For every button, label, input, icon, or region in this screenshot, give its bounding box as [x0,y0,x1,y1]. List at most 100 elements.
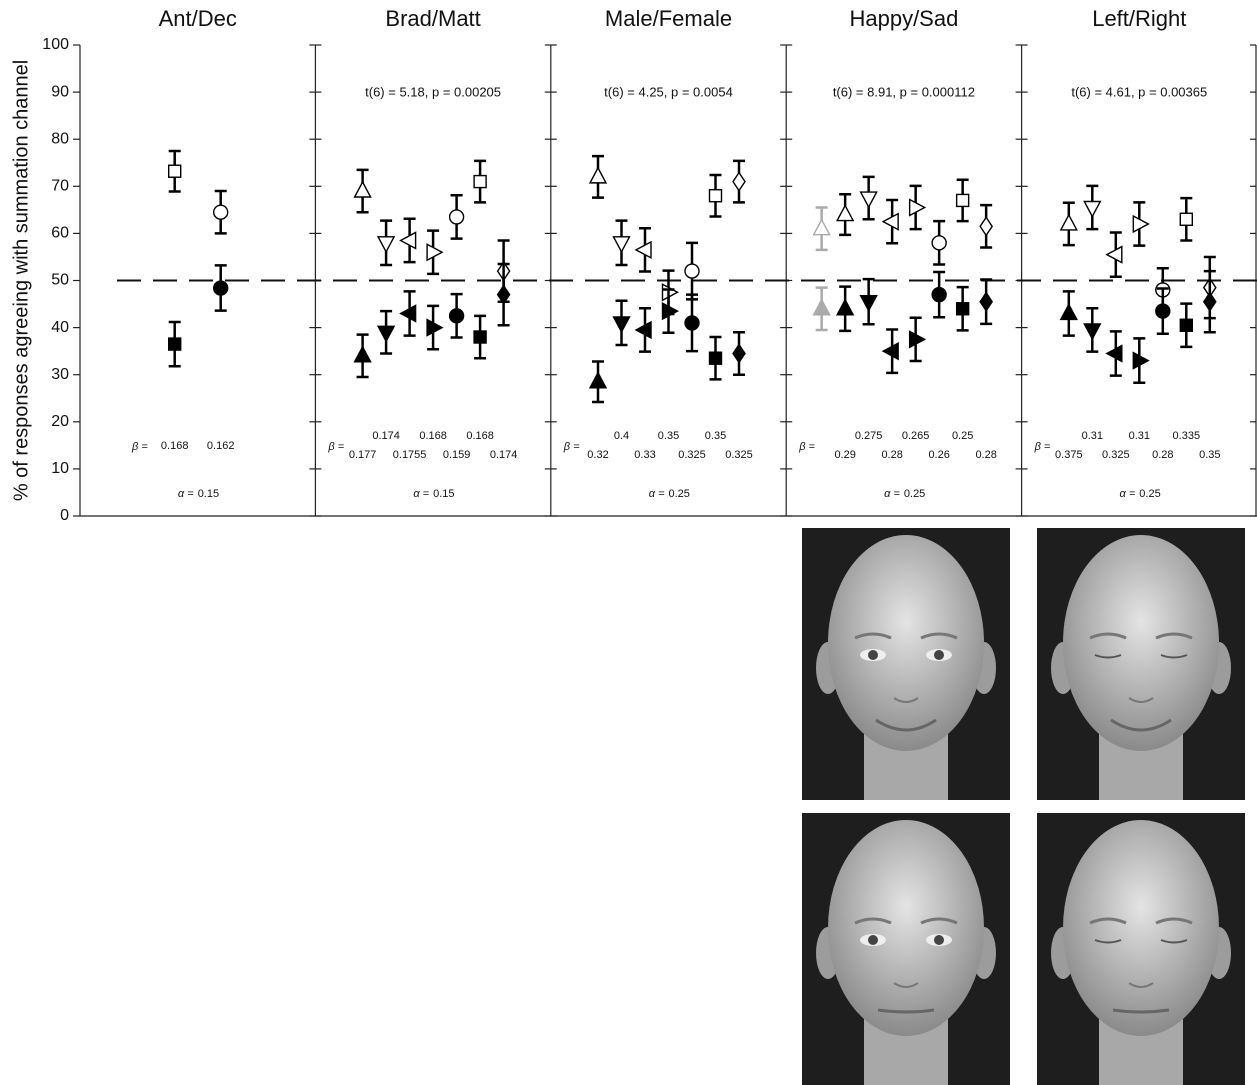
marker [663,303,678,319]
alpha-label: α = [413,488,429,500]
marker [733,173,745,191]
marker [1204,293,1216,311]
beta-value: 0.325 [1102,449,1130,461]
beta-value: 0.177 [349,449,377,461]
panel-title: Male/Female [605,6,732,31]
alpha-value: 0.25 [1139,488,1160,500]
beta-value: 0.35 [658,430,679,442]
test-statistic: t(6) = 4.25, p = 0.0054 [604,84,733,99]
marker [614,317,630,332]
face-image [802,528,1010,800]
beta-value: 0.325 [678,449,706,461]
beta-value: 0.4 [614,430,629,442]
beta-value: 0.31 [1082,430,1103,442]
marker [474,176,486,188]
marker [861,296,877,311]
beta-value: 0.35 [1199,449,1220,461]
y-tick-label: 50 [51,272,69,289]
panel-title: Happy/Sad [849,6,958,31]
y-tick-label: 100 [42,36,69,53]
marker [910,199,925,215]
marker [837,206,853,221]
beta-value: 0.335 [1173,430,1201,442]
marker [663,284,678,300]
marker [837,300,853,315]
beta-value: 0.168 [161,440,189,452]
marker [355,182,371,197]
beta-value: 0.31 [1129,430,1150,442]
beta-value: 0.28 [1152,449,1173,461]
panel-title: Left/Right [1092,6,1186,31]
beta-value: 0.28 [975,449,996,461]
face-image [1037,528,1245,800]
beta-value: 0.28 [881,449,902,461]
face-head [828,535,984,751]
marker [169,165,181,177]
marker [1133,216,1148,232]
face-iris [868,650,878,660]
beta-value: 0.32 [587,449,608,461]
marker [1061,304,1077,319]
beta-value: 0.168 [419,430,447,442]
marker [614,237,630,252]
marker [980,217,992,235]
beta-value: 0.325 [725,449,753,461]
marker [980,293,992,311]
marker [636,322,651,338]
beta-value: 0.174 [490,449,518,461]
marker [883,214,898,230]
y-tick-label: 70 [51,178,69,195]
marker [685,264,699,278]
marker [1180,213,1192,225]
marker [910,331,925,347]
marker [590,168,606,183]
marker [814,220,830,235]
marker [636,242,651,258]
face-head [1063,820,1219,1036]
marker [427,244,442,260]
marker [401,305,416,321]
marker [710,352,722,364]
beta-value: 0.35 [705,430,726,442]
marker [814,300,830,315]
marker [169,338,181,350]
marker [733,345,745,363]
figure: % of responses agreeing with summation c… [0,0,1257,1085]
test-statistic: t(6) = 4.61, p = 0.00365 [1071,84,1207,99]
y-tick-label: 10 [51,460,69,477]
face-image [1037,813,1245,1085]
test-statistic: t(6) = 5.18, p = 0.00205 [365,84,501,99]
beta-value: 0.265 [902,430,930,442]
face-iris [868,935,878,945]
face-image [802,813,1010,1085]
face-iris [934,935,944,945]
beta-value: 0.26 [928,449,949,461]
marker [710,190,722,202]
marker [450,210,464,224]
y-tick-label: 80 [51,130,69,147]
alpha-label: α = [1120,488,1136,500]
marker [861,192,877,207]
panel-title: Brad/Matt [385,6,480,31]
marker [1156,304,1170,318]
marker [1084,324,1100,339]
marker [214,281,228,295]
beta-label: β = [1034,441,1051,453]
test-statistic: t(6) = 8.91, p = 0.000112 [833,84,975,99]
y-tick-label: 30 [51,366,69,383]
marker [214,205,228,219]
face-iris [934,650,944,660]
alpha-value: 0.25 [904,488,925,500]
marker [355,347,371,362]
marker [1107,346,1122,362]
marker [883,343,898,359]
marker [1180,319,1192,331]
marker [932,236,946,250]
alpha-label: α = [178,488,194,500]
alpha-label: α = [649,488,665,500]
marker [1133,353,1148,369]
beta-value: 0.29 [834,449,855,461]
beta-value: 0.174 [372,430,400,442]
beta-value: 0.25 [952,430,973,442]
beta-value: 0.162 [207,440,235,452]
